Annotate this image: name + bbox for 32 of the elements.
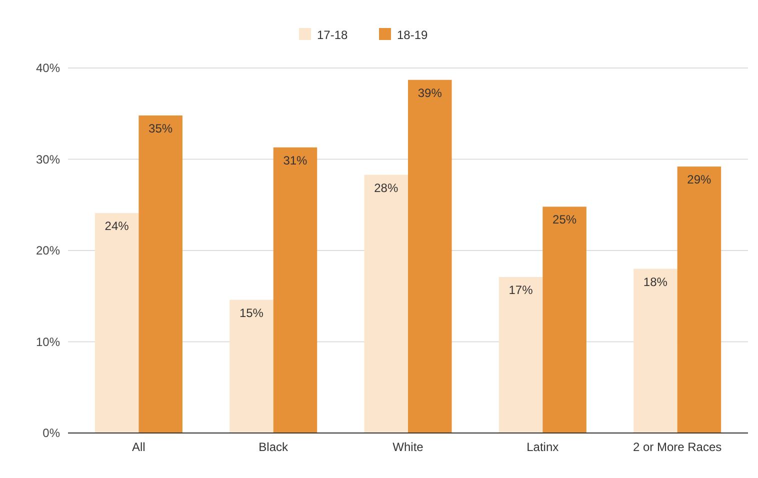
data-label: 29% — [687, 172, 712, 187]
x-tick-label: Black — [258, 440, 290, 454]
bar — [230, 300, 274, 433]
x-tick-label: All — [132, 440, 146, 454]
legend-label: 18-19 — [397, 28, 428, 42]
bar — [364, 174, 408, 433]
data-label: 24% — [104, 219, 130, 234]
x-tick-label: Latinx — [526, 440, 559, 454]
data-label: 35% — [148, 121, 173, 136]
data-label: 28% — [374, 180, 398, 195]
bar — [138, 115, 182, 433]
data-label: 17% — [508, 282, 534, 297]
data-label: 25% — [552, 212, 577, 227]
bar — [94, 213, 139, 433]
y-tick-label: 0% — [42, 426, 60, 440]
bar — [634, 268, 678, 433]
y-tick-label: 40% — [36, 61, 60, 75]
legend-label: 17-18 — [317, 28, 348, 42]
data-label: 31% — [283, 153, 308, 168]
data-label: 18% — [643, 274, 668, 289]
data-label: 15% — [239, 306, 264, 320]
bar — [677, 166, 722, 433]
y-tick-label: 30% — [36, 152, 60, 166]
bar — [273, 147, 318, 433]
data-label: 39% — [418, 86, 442, 100]
bar — [498, 276, 543, 433]
x-tick-label: White — [392, 440, 424, 454]
bar — [408, 80, 452, 433]
bar — [542, 206, 586, 433]
y-tick-label: 10% — [36, 334, 60, 349]
x-tick-label: 2 or More Races — [632, 440, 722, 454]
y-tick-label: 20% — [36, 244, 60, 258]
